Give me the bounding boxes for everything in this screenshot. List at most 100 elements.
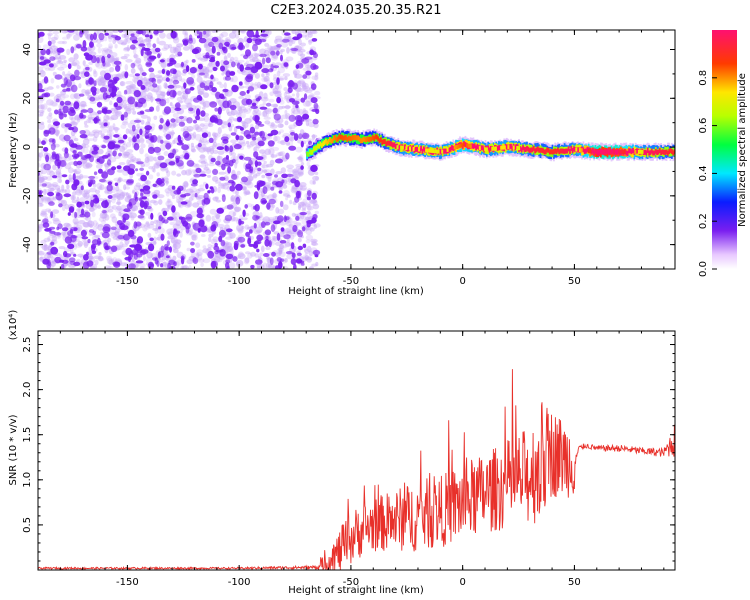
noise-speckle	[50, 256, 56, 264]
signal-peak	[485, 147, 488, 152]
spectrogram-x-label: Height of straight line (km)	[288, 286, 424, 297]
noise-speckle	[70, 121, 78, 127]
noise-blob	[248, 159, 253, 166]
noise-speckle	[94, 234, 101, 238]
noise-speckle	[241, 70, 249, 76]
noise-speckle	[52, 217, 60, 222]
noise-speckle	[286, 47, 290, 54]
noise-blob	[268, 240, 272, 248]
noise-blob	[64, 123, 72, 128]
noise-speckle	[61, 61, 67, 65]
noise-blob	[275, 50, 280, 56]
noise-blob	[95, 197, 99, 203]
signal-cell	[569, 149, 571, 154]
noise-blob	[227, 166, 232, 174]
noise-blob	[233, 243, 239, 251]
noise-speckle	[229, 56, 235, 62]
noise-speckle	[55, 168, 62, 175]
signal-cell	[591, 148, 594, 154]
noise-blob	[159, 59, 165, 63]
noise-blob	[159, 162, 168, 169]
noise-speckle	[154, 74, 163, 79]
noise-blob	[127, 168, 135, 175]
noise-speckle	[43, 244, 48, 250]
noise-blob	[148, 133, 152, 137]
noise-speckle	[125, 80, 134, 85]
noise-speckle	[169, 102, 173, 107]
noise-speckle	[129, 139, 133, 144]
noise-speckle	[292, 109, 301, 115]
noise-blob	[184, 88, 191, 95]
signal-cell	[489, 145, 492, 151]
noise-speckle	[262, 262, 268, 269]
spectrogram-x-ticks: -150 -100 -50 0 50	[37, 30, 665, 287]
noise-speckle	[127, 122, 133, 129]
signal-cell	[630, 149, 633, 155]
noise-blob	[196, 207, 203, 215]
noise-speckle	[109, 52, 118, 58]
noise-blob	[207, 190, 211, 194]
noise-blob	[220, 240, 226, 247]
noise-blob	[216, 207, 224, 214]
noise-blob	[169, 57, 175, 63]
noise-speckle	[280, 167, 286, 174]
noise-speckle	[114, 231, 120, 237]
noise-speckle	[264, 42, 270, 47]
noise-blob	[141, 196, 148, 200]
noise-speckle	[57, 66, 65, 71]
noise-speckle	[222, 183, 230, 190]
noise-blob	[93, 117, 98, 124]
noise-speckle	[145, 257, 152, 264]
noise-speckle	[284, 76, 288, 81]
noise-speckle	[277, 151, 284, 157]
noise-speckle	[236, 259, 244, 267]
noise-blob	[158, 181, 165, 187]
signal-cell	[388, 140, 390, 146]
noise-speckle	[298, 205, 302, 209]
noise-speckle	[297, 156, 302, 161]
noise-speckle	[107, 129, 111, 134]
noise-blob	[98, 178, 106, 183]
y-tick-label: 1.5	[22, 427, 33, 443]
noise-blob	[251, 102, 257, 107]
noise-blob	[296, 33, 303, 39]
signal-peak	[396, 145, 399, 150]
noise-blob	[61, 259, 69, 264]
noise-speckle	[104, 214, 110, 221]
noise-blob	[252, 34, 261, 38]
noise-blob	[137, 214, 145, 219]
noise-blob	[290, 47, 299, 52]
noise-blob	[70, 226, 78, 231]
noise-speckle	[138, 262, 146, 268]
signal-peak	[637, 149, 640, 154]
noise-blob	[101, 171, 109, 179]
noise-blob	[222, 138, 229, 144]
noise-speckle	[171, 170, 177, 176]
noise-speckle	[228, 32, 237, 39]
noise-blob	[202, 30, 207, 35]
noise-speckle	[87, 133, 96, 137]
signal-cell	[338, 134, 341, 140]
noise-speckle	[289, 126, 292, 130]
noise-blob	[48, 138, 55, 143]
noise-speckle	[201, 137, 208, 144]
noise-blob	[263, 253, 270, 257]
noise-speckle	[246, 175, 254, 182]
noise-speckle	[208, 61, 213, 67]
noise-speckle	[123, 39, 129, 43]
noise-speckle	[305, 229, 312, 236]
noise-speckle	[262, 64, 270, 70]
noise-speckle	[59, 254, 63, 258]
noise-blob	[302, 243, 307, 248]
noise-speckle	[196, 252, 200, 259]
noise-blob	[235, 134, 240, 141]
noise-blob	[47, 191, 55, 197]
noise-blob	[188, 107, 194, 112]
noise-speckle	[265, 246, 271, 251]
noise-speckle	[156, 93, 165, 99]
noise-blob	[136, 161, 144, 165]
noise-speckle	[83, 189, 91, 195]
noise-speckle	[195, 163, 199, 168]
noise-speckle	[103, 36, 108, 42]
noise-speckle	[140, 119, 145, 125]
